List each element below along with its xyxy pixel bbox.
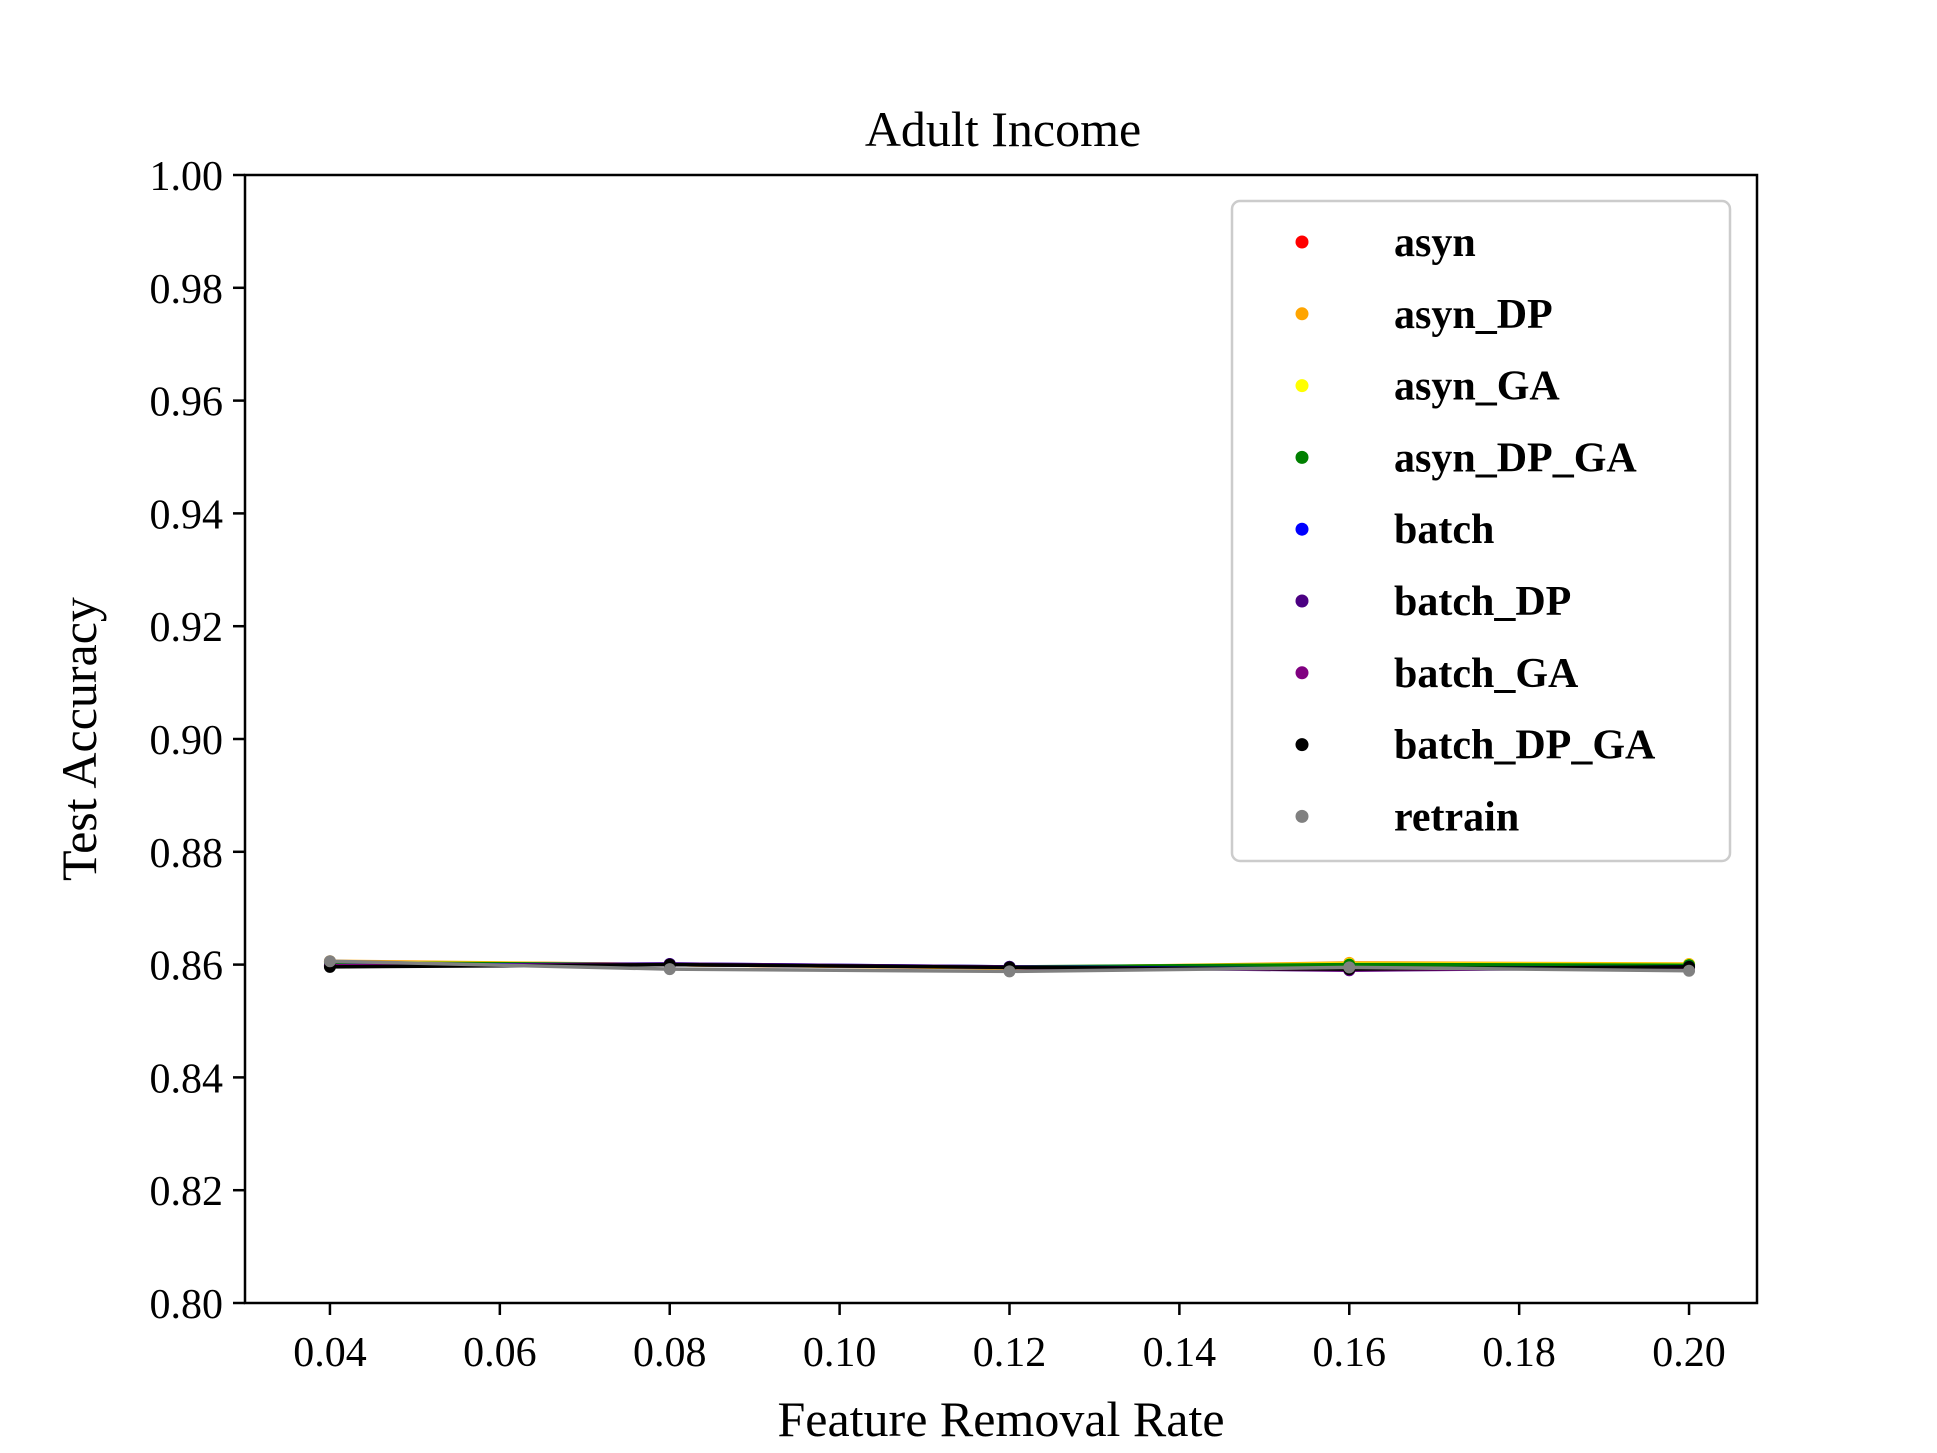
data-point-retrain	[663, 963, 676, 976]
legend-label-retrain: retrain	[1394, 794, 1519, 840]
x-axis-ticks: 0.04 0.06 0.08 0.10 0.12 0.14 0.16 0.18 0.20	[293, 1303, 1726, 1376]
series-retrain	[323, 955, 1696, 978]
x-axis-label: Feature Removal Rate	[777, 1391, 1224, 1447]
legend-marker-asyn-dp	[1295, 307, 1309, 321]
chart-title: Adult Income	[865, 101, 1141, 157]
legend-label-asyn-dp: asyn_DP	[1394, 292, 1553, 338]
y-axis-ticks: 0.80 0.82 0.84 0.86 0.88 0.90 0.92 0.94 0.96 0.98…	[150, 154, 245, 1328]
legend-marker-batch-ga	[1295, 666, 1309, 680]
legend-label-asyn-ga: asyn_GA	[1394, 364, 1560, 410]
data-point-retrain	[323, 955, 336, 968]
legend-box	[1230, 199, 1732, 863]
legend-label-asyn-dp-ga: asyn_DP_GA	[1394, 435, 1637, 481]
legend-marker-batch	[1295, 522, 1309, 536]
x-tick-label: 0.04	[293, 1330, 367, 1376]
y-tick-label: 0.94	[150, 492, 224, 538]
y-tick-label: 0.86	[150, 944, 224, 990]
y-tick-label: 0.80	[150, 1282, 224, 1328]
legend-marker-asyn-dp-ga	[1295, 450, 1309, 464]
x-tick-label: 0.20	[1652, 1330, 1726, 1376]
legend-marker-retrain	[1295, 809, 1309, 823]
legend-marker-batch-dp	[1295, 594, 1309, 608]
legend-marker-batch-dp-ga	[1295, 738, 1309, 752]
legend-label-batch-dp: batch_DP	[1394, 579, 1571, 625]
x-tick-label: 0.08	[633, 1330, 707, 1376]
y-tick-label: 0.84	[150, 1056, 224, 1102]
x-tick-label: 0.18	[1482, 1330, 1556, 1376]
data-point-retrain	[1343, 961, 1356, 974]
y-tick-label: 1.00	[150, 154, 224, 200]
data-point-retrain	[1003, 965, 1016, 978]
x-tick-label: 0.12	[973, 1330, 1047, 1376]
legend-label-batch-ga: batch_GA	[1394, 651, 1579, 697]
y-tick-label: 0.92	[150, 605, 224, 651]
y-tick-label: 0.88	[150, 831, 224, 877]
series-layer	[323, 955, 1696, 978]
x-tick-label: 0.14	[1143, 1330, 1217, 1376]
legend-marker-asyn-ga	[1295, 379, 1309, 393]
y-tick-label: 0.90	[150, 718, 224, 764]
y-tick-label: 0.96	[150, 380, 224, 426]
legend-label-batch: batch	[1394, 507, 1494, 553]
legend-label-asyn: asyn	[1394, 220, 1476, 266]
y-tick-label: 0.98	[150, 267, 224, 313]
legend-label-batch-dp-ga: batch_DP_GA	[1394, 723, 1656, 769]
x-tick-label: 0.16	[1313, 1330, 1387, 1376]
plot-area	[243, 173, 1759, 1305]
x-tick-label: 0.06	[463, 1330, 537, 1376]
y-tick-label: 0.82	[150, 1169, 224, 1215]
data-point-retrain	[1683, 964, 1696, 977]
y-axis-label: Test Accuracy	[51, 597, 107, 881]
x-tick-label: 0.10	[803, 1330, 877, 1376]
legend-marker-asyn	[1295, 235, 1309, 249]
